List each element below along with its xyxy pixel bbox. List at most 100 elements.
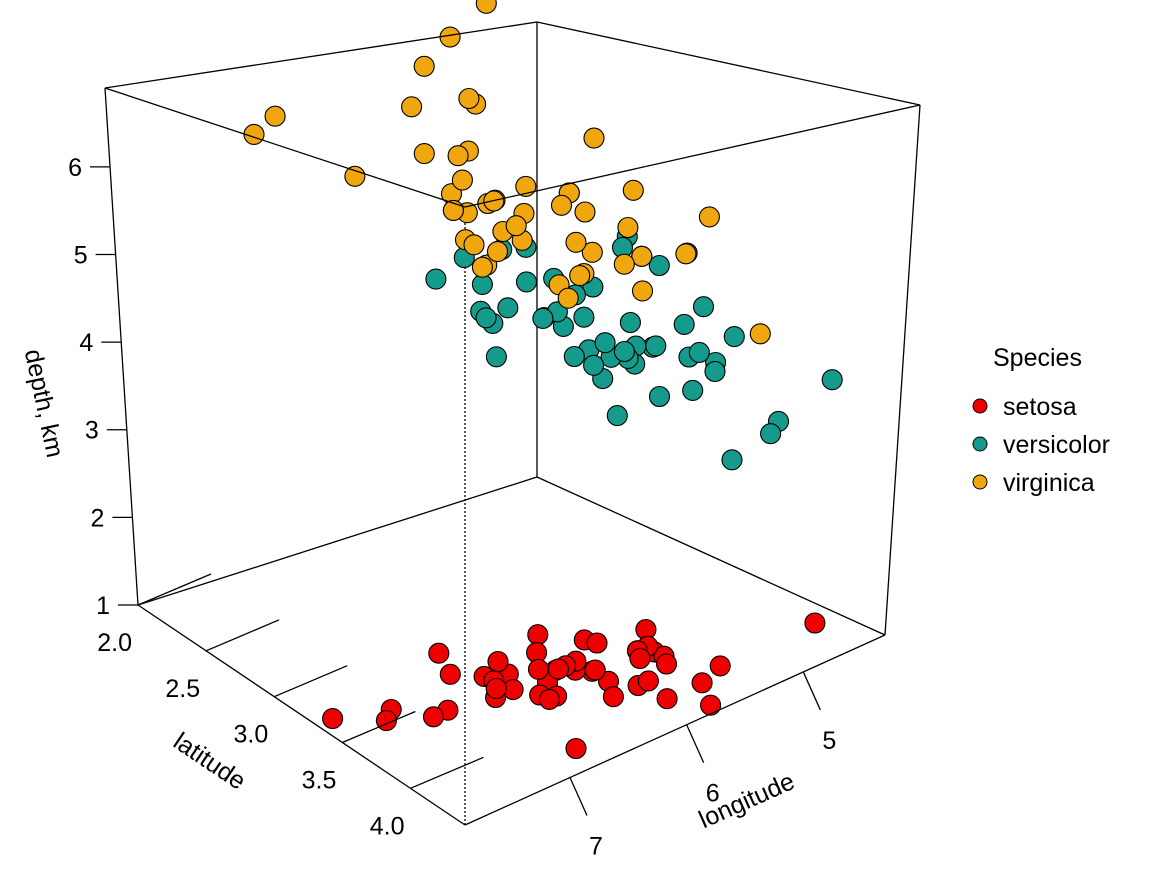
point-versicolor-40 bbox=[673, 313, 695, 335]
box-front-edges bbox=[104, 21, 921, 826]
point-virginica-15 bbox=[486, 241, 509, 263]
y-tick-label-2.0: 2.0 bbox=[97, 629, 132, 657]
point-versicolor-14 bbox=[606, 405, 628, 427]
point-virginica-14 bbox=[613, 253, 635, 275]
legend-label-setosa: setosa bbox=[1003, 393, 1077, 421]
point-setosa-27 bbox=[527, 658, 550, 680]
point-virginica-42 bbox=[631, 245, 653, 267]
y-tick-mark-2.0 bbox=[137, 573, 212, 606]
box-edge-left-vertical bbox=[104, 87, 139, 606]
y-tick-mark-3.5 bbox=[342, 710, 416, 744]
z-tick-label-3: 3 bbox=[85, 417, 99, 445]
z-tick-label-1: 1 bbox=[96, 592, 110, 620]
point-setosa-47 bbox=[637, 670, 659, 692]
point-setosa-15 bbox=[322, 708, 344, 730]
point-setosa-42 bbox=[656, 688, 678, 710]
z-tick-label-2: 2 bbox=[91, 504, 105, 532]
point-setosa-41 bbox=[804, 612, 826, 634]
legend-label-versicolor: versicolor bbox=[1003, 431, 1110, 459]
point-setosa-29 bbox=[629, 647, 651, 670]
point-setosa-24 bbox=[586, 632, 608, 654]
point-versicolor-5 bbox=[619, 311, 641, 334]
data-points bbox=[243, 0, 843, 760]
point-virginica-23 bbox=[581, 241, 603, 263]
x-tick-mark-7 bbox=[569, 777, 588, 816]
z-tick-label-6: 6 bbox=[68, 154, 82, 182]
point-versicolor-28 bbox=[573, 306, 595, 328]
point-setosa-20 bbox=[527, 624, 549, 646]
point-setosa-32 bbox=[422, 706, 445, 728]
point-virginica-13 bbox=[675, 243, 697, 265]
point-setosa-46 bbox=[485, 677, 507, 700]
point-versicolor-31 bbox=[704, 360, 726, 383]
y-tick-mark-4.0 bbox=[410, 756, 484, 789]
z-tick-label-4: 4 bbox=[79, 329, 93, 357]
point-virginica-19 bbox=[698, 206, 720, 228]
point-virginica-22 bbox=[439, 26, 461, 48]
point-versicolor-45 bbox=[583, 354, 605, 376]
y-tick-mark-3.0 bbox=[273, 665, 348, 698]
point-virginica-29 bbox=[447, 145, 469, 167]
x-tick-label-7: 7 bbox=[589, 833, 603, 861]
box-edge-floor-front-right bbox=[464, 634, 886, 826]
point-setosa-13 bbox=[700, 694, 722, 716]
point-setosa-22 bbox=[565, 737, 587, 760]
point-virginica-36 bbox=[463, 234, 485, 256]
point-virginica-34 bbox=[622, 179, 644, 201]
point-versicolor-3 bbox=[723, 326, 745, 348]
point-versicolor-48 bbox=[721, 449, 743, 471]
point-versicolor-37 bbox=[648, 254, 670, 277]
point-setosa-6 bbox=[602, 686, 624, 708]
point-setosa-11 bbox=[584, 659, 606, 681]
point-virginica-25 bbox=[413, 143, 435, 165]
point-virginica-9 bbox=[344, 165, 366, 187]
point-virginica-33 bbox=[565, 231, 587, 253]
point-setosa-37 bbox=[538, 688, 560, 710]
legend-swatch-setosa bbox=[972, 398, 988, 414]
point-virginica-43 bbox=[451, 169, 473, 191]
point-virginica-37 bbox=[505, 215, 527, 237]
point-versicolor-10 bbox=[821, 369, 843, 391]
z-axis-title: depth, km bbox=[19, 347, 69, 460]
point-virginica-6 bbox=[749, 323, 771, 345]
y-tick-label-3.0: 3.0 bbox=[233, 721, 268, 749]
box-back-edges bbox=[137, 22, 886, 825]
point-virginica-4 bbox=[515, 175, 537, 197]
point-versicolor-35 bbox=[485, 346, 507, 368]
y-tick-label-3.5: 3.5 bbox=[302, 767, 337, 795]
point-versicolor-0 bbox=[425, 268, 447, 290]
point-setosa-8 bbox=[709, 655, 731, 677]
point-virginica-7 bbox=[458, 87, 480, 110]
legend-swatch-virginica bbox=[972, 474, 988, 490]
point-versicolor-8 bbox=[515, 271, 538, 293]
point-virginica-21 bbox=[631, 280, 654, 302]
x-tick-label-5: 5 bbox=[822, 727, 836, 755]
y-tick-label-4.0: 4.0 bbox=[370, 812, 405, 840]
point-virginica-49 bbox=[569, 265, 591, 287]
point-setosa-18 bbox=[428, 642, 450, 664]
point-versicolor-25 bbox=[497, 297, 519, 319]
point-versicolor-20 bbox=[532, 307, 554, 329]
point-setosa-43 bbox=[547, 658, 569, 680]
box-edge-top-back-right bbox=[536, 21, 921, 106]
x-axis-title: longitude bbox=[695, 767, 799, 834]
box-edge-top-front-right bbox=[464, 104, 921, 208]
box-edge-back-floor-left bbox=[137, 476, 538, 606]
point-virginica-48 bbox=[471, 256, 493, 278]
box-edge-back-floor-right bbox=[536, 476, 886, 636]
point-setosa-44 bbox=[487, 650, 509, 673]
legend-label-virginica: virginica bbox=[1003, 469, 1095, 497]
z-tick-label-5: 5 bbox=[74, 241, 88, 269]
point-versicolor-11 bbox=[563, 345, 585, 368]
y-tick-mark-2.5 bbox=[205, 619, 280, 652]
legend-swatch-versicolor bbox=[972, 436, 988, 452]
point-virginica-46 bbox=[617, 216, 639, 239]
point-versicolor-29 bbox=[648, 385, 671, 408]
point-versicolor-39 bbox=[688, 341, 710, 363]
point-virginica-18 bbox=[475, 0, 497, 14]
point-versicolor-7 bbox=[760, 423, 782, 445]
point-virginica-17 bbox=[264, 105, 286, 127]
point-setosa-38 bbox=[691, 672, 713, 694]
point-virginica-8 bbox=[583, 127, 605, 149]
